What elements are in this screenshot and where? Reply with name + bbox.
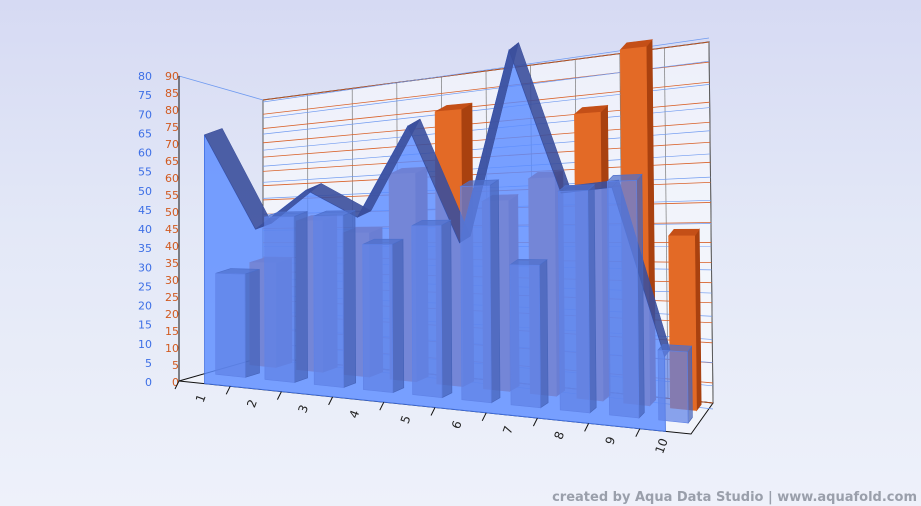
right-axis-tick-label: 60 bbox=[165, 172, 179, 185]
axes: 0510152025303540455055606570758085900510… bbox=[138, 70, 671, 456]
left-axis-tick-label: 20 bbox=[138, 300, 152, 313]
blue-bar bbox=[362, 238, 405, 394]
x-tick-label: 3 bbox=[295, 403, 311, 415]
blue-bar bbox=[557, 183, 597, 414]
right-axis-tick-label: 0 bbox=[172, 376, 179, 389]
left-axis-tick-label: 50 bbox=[138, 185, 152, 198]
blue-bar-series bbox=[215, 173, 693, 424]
credit-text: created by Aqua Data Studio | www.aquafo… bbox=[552, 490, 917, 505]
left-axis-tick-label: 30 bbox=[138, 261, 152, 274]
left-axis-tick-label: 80 bbox=[138, 70, 152, 83]
right-axis-tick-label: 80 bbox=[165, 104, 179, 117]
right-axis-tick-label: 15 bbox=[165, 325, 179, 338]
right-axis-tick-label: 25 bbox=[165, 291, 179, 304]
right-axis-tick-label: 10 bbox=[165, 342, 179, 355]
blue-bar bbox=[215, 268, 260, 378]
blue-bar bbox=[264, 211, 308, 383]
x-tick bbox=[584, 423, 590, 432]
right-axis-tick-label: 5 bbox=[172, 359, 179, 372]
left-axis-tick-label: 70 bbox=[138, 108, 152, 121]
right-axis-tick-label: 30 bbox=[165, 274, 179, 287]
x-tick-label: 4 bbox=[347, 408, 363, 420]
x-tick bbox=[635, 428, 641, 437]
x-tick bbox=[276, 391, 282, 400]
x-tick bbox=[379, 401, 385, 411]
x-tick-label: 6 bbox=[449, 419, 465, 431]
right-axis-tick-label: 50 bbox=[165, 206, 179, 219]
left-axis-tick-label: 10 bbox=[138, 338, 152, 351]
left-axis-tick-label: 25 bbox=[138, 280, 152, 293]
right-axis-tick-label: 90 bbox=[165, 70, 179, 83]
right-axis-tick-label: 55 bbox=[165, 189, 179, 202]
right-axis-tick-label: 85 bbox=[165, 87, 179, 100]
blue-bar bbox=[606, 173, 645, 419]
x-tick-label: 8 bbox=[551, 429, 567, 441]
left-axis-tick-label: 0 bbox=[145, 376, 152, 389]
right-axis-tick-label: 70 bbox=[165, 138, 179, 151]
right-axis-tick-label: 75 bbox=[165, 121, 179, 134]
right-axis-tick-label: 65 bbox=[165, 155, 179, 168]
left-axis-tick-label: 5 bbox=[145, 357, 152, 370]
right-axis-tick-label: 35 bbox=[165, 257, 179, 270]
left-axis-projection bbox=[178, 75, 264, 101]
x-tick-label: 9 bbox=[603, 435, 619, 447]
left-axis-tick-label: 55 bbox=[138, 166, 152, 179]
x-tick-label: 7 bbox=[500, 424, 516, 436]
x-tick bbox=[481, 412, 487, 422]
left-axis-tick-label: 75 bbox=[138, 89, 152, 102]
right-axis-tick-label: 40 bbox=[165, 240, 179, 253]
left-axis-tick-label: 45 bbox=[138, 204, 152, 217]
x-tick bbox=[430, 407, 436, 416]
blue-bar bbox=[411, 219, 453, 399]
x-tick bbox=[174, 380, 180, 390]
x-tick bbox=[225, 386, 231, 395]
left-axis-tick-label: 40 bbox=[138, 223, 152, 236]
blue-bar bbox=[459, 179, 501, 404]
blue-bar bbox=[313, 210, 357, 388]
x-tick-label: 10 bbox=[652, 436, 670, 455]
left-axis-tick-label: 65 bbox=[138, 127, 152, 140]
blue-bar bbox=[657, 344, 693, 424]
x-tick bbox=[328, 396, 334, 406]
x-tick-label: 2 bbox=[244, 398, 260, 410]
x-tick bbox=[532, 417, 538, 427]
right-axis-tick-label: 20 bbox=[165, 308, 179, 321]
left-axis-tick-label: 35 bbox=[138, 242, 152, 255]
left-axis-tick-label: 60 bbox=[138, 147, 152, 160]
blue-bar bbox=[509, 258, 549, 409]
left-axis-tick-label: 15 bbox=[138, 319, 152, 332]
x-tick-label: 5 bbox=[398, 413, 414, 425]
x-tick-label: 1 bbox=[193, 392, 209, 404]
right-axis-tick-label: 45 bbox=[165, 223, 179, 236]
